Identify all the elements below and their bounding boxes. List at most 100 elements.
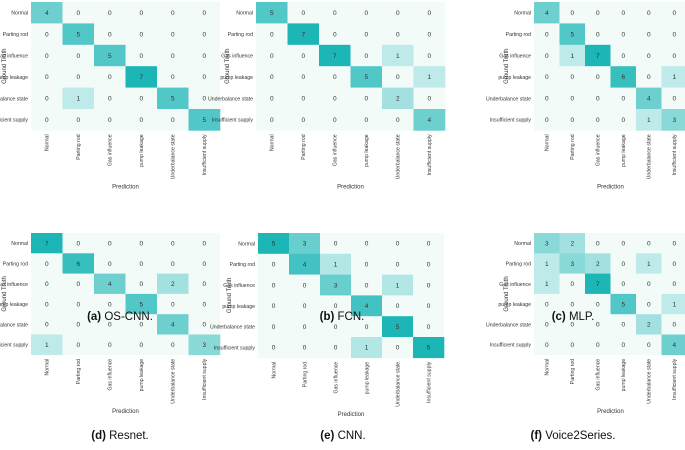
cell-value: 0 bbox=[270, 117, 274, 124]
cell-value: 4 bbox=[672, 342, 676, 349]
cell-value: 0 bbox=[139, 342, 143, 349]
cell-value: 4 bbox=[171, 322, 175, 329]
cell-value: 0 bbox=[45, 96, 49, 103]
row-tick-label: Underbalance state bbox=[0, 322, 28, 328]
cell-value: 0 bbox=[545, 342, 549, 349]
column-tick-label: Gas influence bbox=[108, 134, 114, 166]
cell-value: 1 bbox=[76, 96, 80, 103]
column-tick-label: Gas influence bbox=[334, 362, 340, 394]
cell-value: 0 bbox=[270, 96, 274, 103]
cell-value: 0 bbox=[301, 96, 305, 103]
cell-value: 0 bbox=[76, 301, 80, 308]
cell-value: 1 bbox=[647, 117, 651, 124]
cell-value: 5 bbox=[171, 96, 175, 103]
row-tick-label: Normal bbox=[238, 241, 255, 247]
cell-value: 0 bbox=[647, 53, 651, 60]
cell-value: 0 bbox=[202, 240, 206, 247]
caption-c: (c) MLP. bbox=[552, 311, 595, 323]
cell-value: 5 bbox=[270, 10, 274, 17]
cell-value: 0 bbox=[139, 96, 143, 103]
cell-value: 0 bbox=[202, 53, 206, 60]
cell-value: 0 bbox=[621, 96, 625, 103]
cell-value: 3 bbox=[303, 241, 307, 248]
caption-e: (e) CNN. bbox=[320, 430, 365, 442]
cell-value: 1 bbox=[545, 281, 549, 288]
cell-value: 1 bbox=[672, 301, 676, 308]
row-tick-label: Parting rod bbox=[3, 32, 28, 38]
cell-value: 0 bbox=[139, 261, 143, 268]
cell-value: 0 bbox=[545, 96, 549, 103]
cell-value: 0 bbox=[596, 74, 600, 81]
cell-value: 1 bbox=[672, 74, 676, 81]
cell-value: 0 bbox=[364, 117, 368, 124]
cell-value: 0 bbox=[545, 322, 549, 329]
row-tick-label: Parting rod bbox=[506, 261, 531, 267]
y-axis-title: Ground Truth bbox=[2, 49, 8, 84]
row-tick-label: Normal bbox=[11, 241, 28, 247]
caption-b: (b) FCN. bbox=[320, 311, 365, 323]
column-tick-label: Parting rod bbox=[76, 359, 82, 384]
column-tick-label: Gas influence bbox=[596, 134, 602, 166]
column-tick-label: pump leakage bbox=[139, 359, 145, 392]
cell-value: 0 bbox=[333, 31, 337, 38]
y-axis-title: Ground Truth bbox=[227, 278, 233, 313]
cell-value: 0 bbox=[45, 53, 49, 60]
cell-value: 0 bbox=[570, 96, 574, 103]
column-tick-label: Underbalance state bbox=[647, 134, 653, 179]
cell-value: 0 bbox=[334, 241, 338, 248]
cell-value: 0 bbox=[364, 96, 368, 103]
row-tick-label: Insufficient supply bbox=[490, 118, 532, 124]
cell-value: 0 bbox=[647, 10, 651, 17]
cell-value: 0 bbox=[108, 96, 112, 103]
cell-value: 0 bbox=[108, 342, 112, 349]
cell-value: 0 bbox=[171, 117, 175, 124]
cell-value: 0 bbox=[672, 281, 676, 288]
cell-value: 0 bbox=[139, 31, 143, 38]
column-tick-label: Underbalance state bbox=[171, 359, 177, 404]
x-axis-title: Prediction bbox=[597, 184, 624, 190]
column-tick-label: Insufficient supply bbox=[202, 358, 208, 400]
cell-value: 7 bbox=[596, 281, 600, 288]
column-tick-label: pump leakage bbox=[139, 134, 145, 167]
cell-value: 0 bbox=[108, 261, 112, 268]
cell-value: 1 bbox=[570, 53, 574, 60]
cell-value: 0 bbox=[76, 240, 80, 247]
column-tick-label: Normal bbox=[545, 359, 551, 376]
cell-value: 0 bbox=[596, 301, 600, 308]
cell-value: 0 bbox=[427, 96, 431, 103]
cell-value: 0 bbox=[301, 53, 305, 60]
cell-value: 0 bbox=[171, 53, 175, 60]
column-tick-label: Normal bbox=[272, 362, 278, 379]
x-axis-title: Prediction bbox=[338, 412, 365, 418]
column-tick-label: Parting rod bbox=[301, 134, 307, 159]
cell-value: 3 bbox=[545, 240, 549, 247]
cell-value: 0 bbox=[570, 342, 574, 349]
column-tick-label: Insufficient supply bbox=[202, 134, 208, 176]
cell-value: 0 bbox=[647, 240, 651, 247]
cell-value: 0 bbox=[427, 241, 431, 248]
cell-value: 2 bbox=[596, 261, 600, 268]
column-tick-label: Underbalance state bbox=[396, 362, 402, 407]
x-axis-title: Prediction bbox=[112, 184, 139, 190]
column-tick-label: Insufficient supply bbox=[672, 358, 678, 400]
cell-value: 0 bbox=[272, 345, 276, 352]
cell-value: 0 bbox=[171, 240, 175, 247]
cell-value: 0 bbox=[45, 261, 49, 268]
cell-value: 0 bbox=[396, 74, 400, 81]
cell-value: 0 bbox=[365, 282, 369, 289]
cell-value: 0 bbox=[427, 31, 431, 38]
cell-value: 0 bbox=[76, 322, 80, 329]
cell-value: 0 bbox=[621, 53, 625, 60]
y-axis-title: Ground Truth bbox=[2, 276, 8, 311]
cell-value: 0 bbox=[427, 303, 431, 310]
cell-value: 0 bbox=[545, 31, 549, 38]
cell-value: 4 bbox=[545, 10, 549, 17]
row-tick-label: Underbalance state bbox=[486, 96, 531, 102]
cell-value: 0 bbox=[108, 74, 112, 81]
cell-value: 7 bbox=[139, 74, 143, 81]
cell-value: 0 bbox=[76, 117, 80, 124]
